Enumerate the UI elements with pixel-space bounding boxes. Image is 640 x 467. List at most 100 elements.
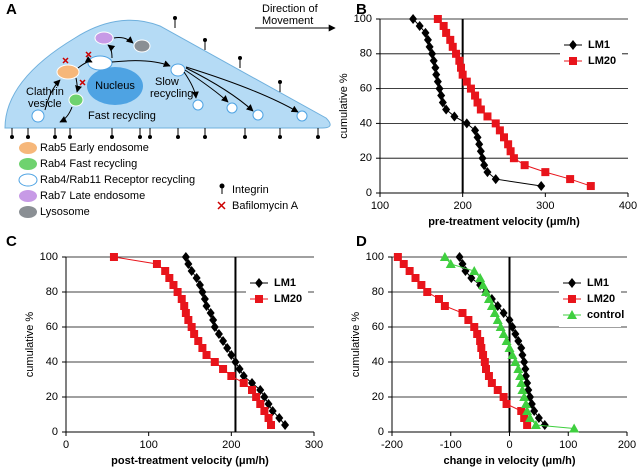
integrin-head <box>53 135 57 139</box>
marker <box>187 266 196 276</box>
marker <box>438 97 447 108</box>
marker <box>502 400 511 408</box>
fast-recycling-label: Fast recycling <box>88 110 156 122</box>
marker <box>481 287 491 296</box>
marker <box>499 393 508 401</box>
marker <box>268 406 277 416</box>
y-axis-title: cumulative % <box>350 312 362 378</box>
late-endosome <box>94 31 114 45</box>
marker <box>152 260 161 268</box>
x-tick-label: 300 <box>305 439 323 451</box>
integrin-head <box>148 135 152 139</box>
marker <box>446 35 455 44</box>
marker <box>260 392 269 402</box>
x-tick-label: 400 <box>619 200 637 212</box>
marker <box>177 295 186 303</box>
marker <box>393 253 402 261</box>
marker <box>568 278 576 288</box>
marker <box>540 420 549 430</box>
marker <box>510 357 521 366</box>
x-tick-label: 100 <box>559 439 577 451</box>
marker <box>440 302 449 310</box>
y-axis-title: cumulative % <box>24 312 36 378</box>
y-tick-label: 80 <box>372 286 384 298</box>
x-tick-label: 100 <box>139 439 157 451</box>
y-tick-label: 0 <box>52 426 58 438</box>
recycling-endosome <box>87 55 113 71</box>
marker <box>219 365 228 373</box>
marker <box>569 423 580 433</box>
x-tick-label: 100 <box>371 200 389 212</box>
direction-label: Movement <box>262 15 313 27</box>
marker <box>522 406 533 415</box>
integrin-head <box>278 80 282 84</box>
nucleus-label: Nucleus <box>95 80 135 92</box>
marker <box>195 280 204 290</box>
legend-box <box>560 35 622 73</box>
marker <box>165 274 174 282</box>
marker <box>458 70 467 79</box>
x-tick-label: 300 <box>536 200 554 212</box>
marker <box>509 154 518 163</box>
integrin-head <box>138 135 142 139</box>
marker <box>495 126 504 135</box>
marker <box>399 260 408 268</box>
marker <box>435 295 443 303</box>
y-tick-label: 0 <box>378 426 384 438</box>
marker <box>429 55 438 66</box>
marker <box>569 57 577 65</box>
marker <box>184 316 193 324</box>
marker <box>260 407 269 415</box>
marker <box>181 252 190 262</box>
marker <box>478 280 489 289</box>
slow-recycling-label: Slow <box>155 76 179 88</box>
marker <box>525 413 536 422</box>
marker <box>210 322 219 332</box>
marker <box>181 309 190 317</box>
y-tick-label: 20 <box>372 391 384 403</box>
marker <box>433 15 442 23</box>
marker <box>455 252 464 262</box>
legend-label: Rab5 Early endosome <box>40 142 149 154</box>
clathrin-label: vesicle <box>28 98 62 110</box>
marker <box>214 329 223 339</box>
marker <box>566 175 575 184</box>
marker <box>109 253 118 261</box>
marker <box>464 316 473 324</box>
marker <box>483 294 494 303</box>
marker <box>411 274 420 282</box>
fast-recycling-endosome <box>68 93 84 107</box>
marker <box>417 281 426 289</box>
marker <box>194 337 203 345</box>
marker <box>415 20 424 31</box>
recycling-endosome <box>170 63 186 77</box>
legend-label: LM1 <box>274 277 296 289</box>
y-axis-title: cumulative % <box>338 73 350 139</box>
marker <box>252 393 261 401</box>
marker <box>513 364 524 373</box>
marker <box>256 400 265 408</box>
legend-label: Lysosome <box>40 206 90 218</box>
y-tick-label: 100 <box>354 13 372 25</box>
arrows <box>44 24 336 123</box>
clathrin-vesicle <box>31 109 45 123</box>
legend-label: LM20 <box>587 293 615 305</box>
marker <box>541 168 550 177</box>
marker <box>184 259 193 269</box>
marker <box>480 358 489 366</box>
marker <box>492 315 503 324</box>
marker <box>442 104 451 115</box>
marker <box>466 84 475 93</box>
marker <box>219 336 228 346</box>
y-tick-label: 60 <box>372 321 384 333</box>
marker <box>223 343 232 353</box>
diagram-legend: Rab5 Early endosome Rab4 Fast recycling … <box>18 142 299 218</box>
marker <box>206 308 215 318</box>
marker <box>473 330 482 338</box>
marker <box>520 399 531 408</box>
marker <box>517 343 526 353</box>
marker <box>439 252 450 261</box>
marker <box>482 365 490 373</box>
direction-label: Direction of <box>262 3 319 15</box>
